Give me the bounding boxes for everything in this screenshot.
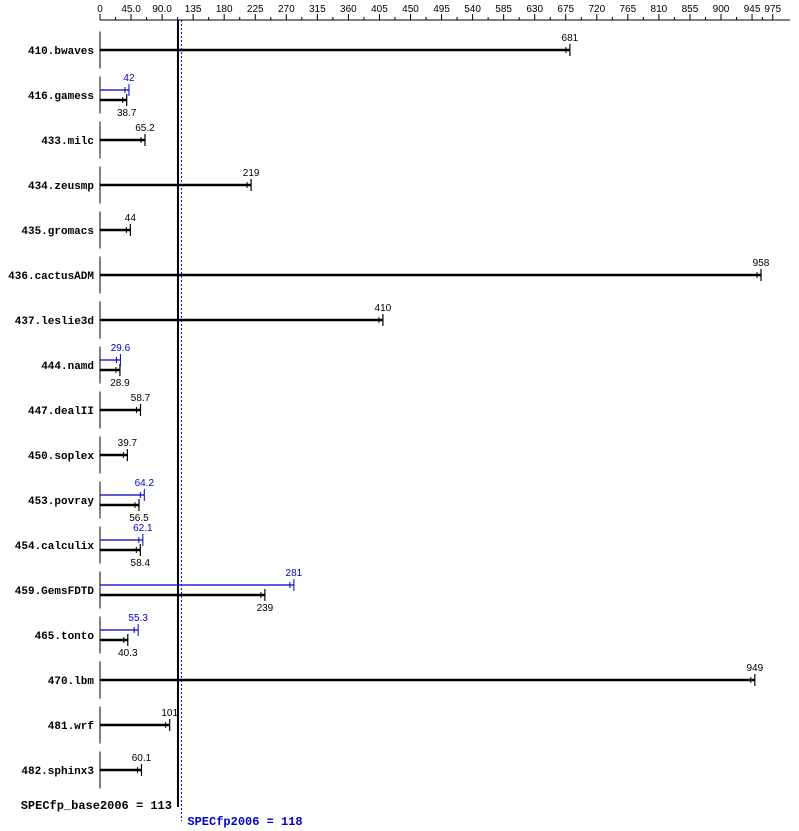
- spec-chart: 0 45.0 90.0 135 180 225 270 315 360 405 450 495 540 5…: [0, 0, 799, 831]
- base-value: 38.7: [117, 108, 137, 119]
- peak-value: 42: [123, 73, 135, 84]
- chart-background: [0, 0, 799, 831]
- base-value: 58.7: [131, 393, 151, 404]
- peak-value: 62.1: [133, 523, 153, 534]
- benchmark-name: 416.gamess: [28, 91, 94, 103]
- base-value: 949: [746, 663, 763, 674]
- axis-tick-label: 900: [713, 4, 730, 15]
- axis-tick-label: 720: [588, 4, 605, 15]
- base-value: 39.7: [118, 438, 138, 449]
- benchmark-name: 433.milc: [41, 136, 94, 148]
- aggregate-peak-label: SPECfp2006 = 118: [187, 815, 302, 829]
- axis-tick-label: 495: [433, 4, 450, 15]
- axis-tick-label: 315: [309, 4, 326, 15]
- benchmark-name: 481.wrf: [48, 721, 95, 733]
- axis-tick-label: 360: [340, 4, 357, 15]
- base-value: 44: [125, 213, 137, 224]
- peak-value: 55.3: [128, 613, 148, 624]
- benchmark-name: 482.sphinx3: [21, 766, 94, 778]
- base-value: 65.2: [135, 123, 155, 134]
- axis-tick-label: 0: [97, 4, 103, 15]
- base-value: 101: [161, 708, 178, 719]
- base-value: 219: [243, 168, 260, 179]
- benchmark-name: 435.gromacs: [21, 226, 94, 238]
- axis-tick-label: 90.0: [152, 4, 172, 15]
- benchmark-name: 450.soplex: [28, 451, 94, 463]
- base-value: 58.4: [131, 558, 151, 569]
- axis-tick-label: 810: [651, 4, 668, 15]
- axis-tick-label: 855: [682, 4, 699, 15]
- axis-tick-label: 540: [464, 4, 481, 15]
- benchmark-name: 437.leslie3d: [15, 316, 94, 328]
- peak-value: 29.6: [111, 343, 131, 354]
- benchmark-name: 465.tonto: [35, 631, 95, 643]
- axis-tick-label: 675: [557, 4, 574, 15]
- aggregate-base-label: SPECfp_base2006 = 113: [21, 799, 172, 813]
- axis-tick-label: 135: [185, 4, 202, 15]
- peak-value: 281: [286, 568, 303, 579]
- axis-tick-label: 405: [371, 4, 388, 15]
- peak-value: 64.2: [135, 478, 155, 489]
- benchmark-name: 434.zeusmp: [28, 181, 94, 193]
- base-value: 958: [753, 258, 770, 269]
- benchmark-name: 454.calculix: [15, 541, 95, 553]
- base-value: 60.1: [132, 753, 152, 764]
- benchmark-name: 436.cactusADM: [8, 271, 94, 283]
- axis-tick-label: 225: [247, 4, 264, 15]
- base-value: 28.9: [110, 378, 130, 389]
- axis-tick-label: 180: [216, 4, 233, 15]
- base-value: 239: [257, 603, 274, 614]
- benchmark-name: 453.povray: [28, 496, 94, 508]
- axis-tick-label: 945: [744, 4, 761, 15]
- axis-tick-label: 975: [764, 4, 781, 15]
- benchmark-name: 410.bwaves: [28, 46, 94, 58]
- axis-tick-label: 630: [526, 4, 543, 15]
- base-value: 410: [375, 303, 392, 314]
- axis-tick-label: 270: [278, 4, 295, 15]
- axis-tick-label: 585: [495, 4, 512, 15]
- benchmark-name: 447.dealII: [28, 406, 94, 418]
- benchmark-name: 444.namd: [41, 361, 94, 373]
- base-value: 40.3: [118, 648, 138, 659]
- axis-tick-label: 450: [402, 4, 419, 15]
- benchmark-name: 459.GemsFDTD: [15, 586, 95, 598]
- base-value: 681: [562, 33, 579, 44]
- axis-tick-label: 765: [620, 4, 637, 15]
- benchmark-name: 470.lbm: [48, 676, 95, 688]
- axis-tick-label: 45.0: [121, 4, 141, 15]
